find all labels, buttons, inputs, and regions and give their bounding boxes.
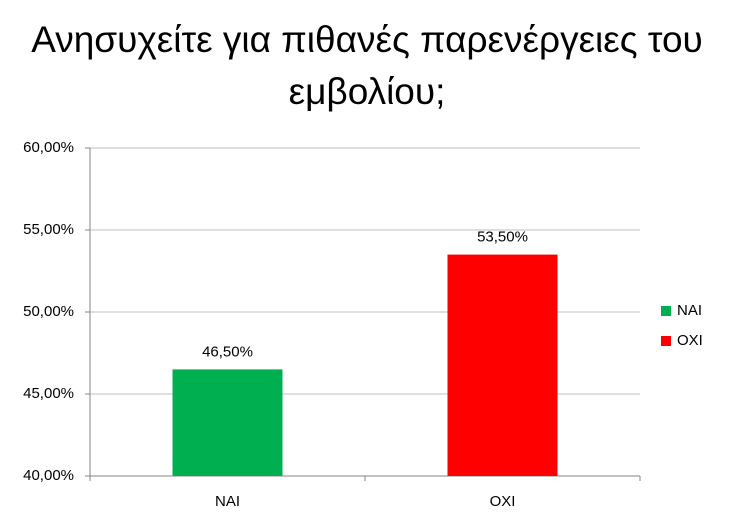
y-tick-label: 50,00% (23, 303, 74, 320)
y-tick-label: 40,00% (23, 467, 74, 484)
legend-label: OXI (677, 332, 703, 349)
chart-title: Ανησυχείτε για πιθανές παρενέργειες του … (31, 19, 703, 112)
value-label: 46,50% (202, 343, 253, 360)
bar (447, 254, 558, 476)
y-tick-label: 45,00% (23, 385, 74, 402)
x-tick-label: NAI (215, 493, 240, 510)
y-tick-label: 55,00% (23, 221, 74, 238)
legend-label: NAI (677, 302, 702, 319)
x-tick-label: OXI (490, 493, 516, 510)
value-label: 53,50% (477, 229, 528, 246)
legend-swatch (661, 336, 671, 346)
y-tick-label: 60,00% (23, 139, 74, 156)
legend-swatch (661, 306, 671, 316)
bar (172, 369, 283, 476)
